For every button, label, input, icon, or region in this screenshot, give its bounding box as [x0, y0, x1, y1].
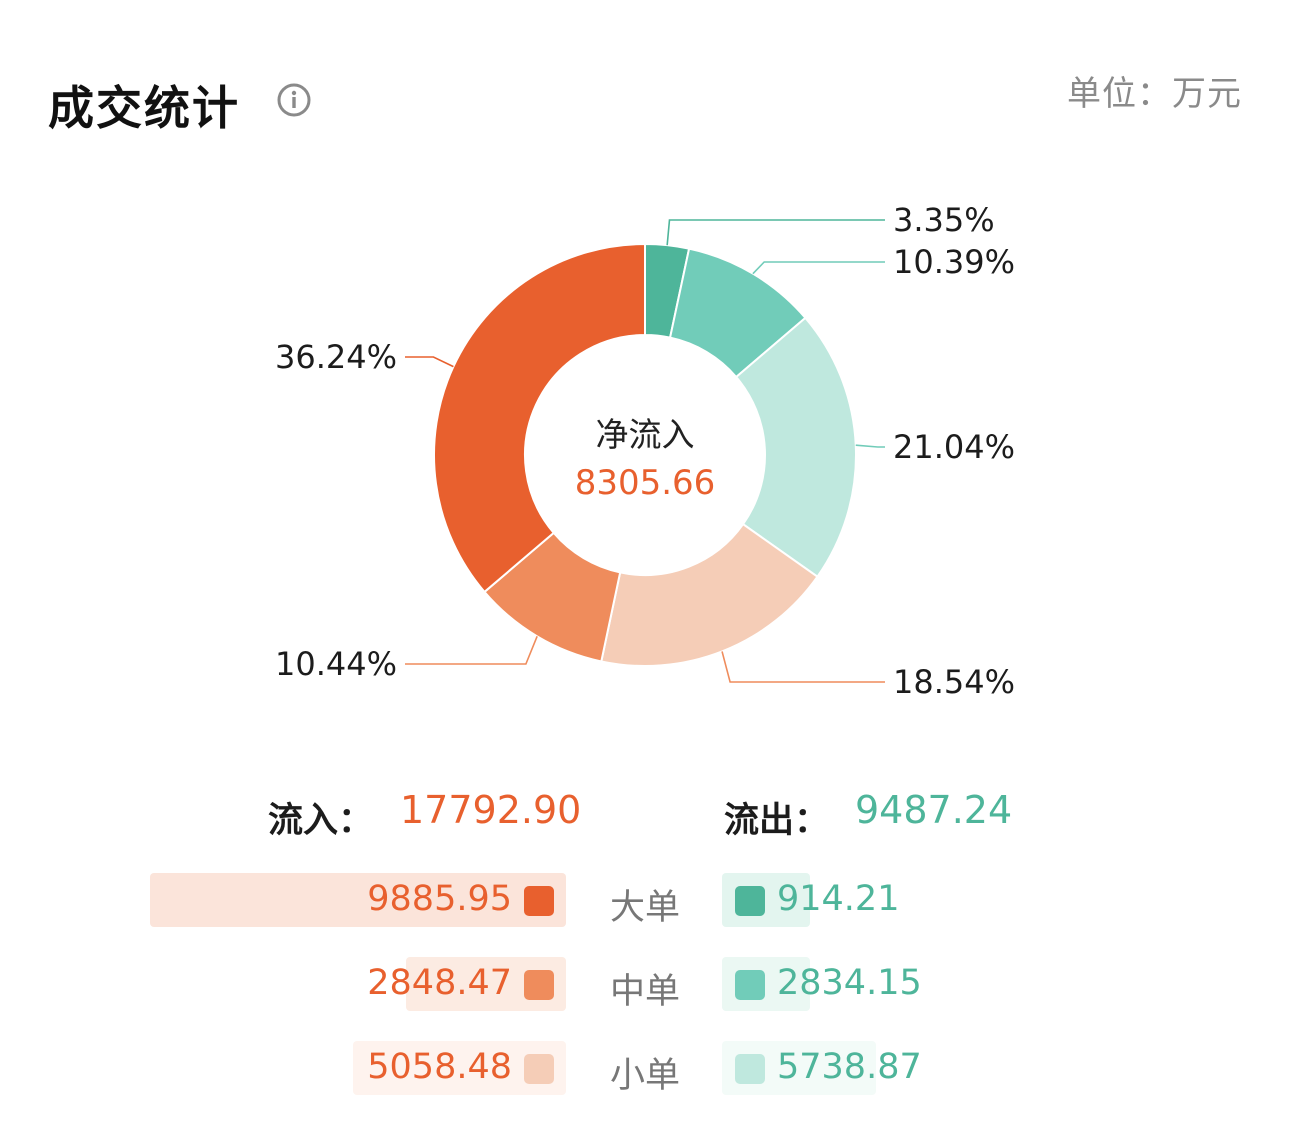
outflow-swatch: [735, 970, 765, 1000]
outflow-swatch: [735, 1054, 765, 1084]
slice-percent-label: 36.24%: [275, 338, 397, 376]
unit-label: 单位：万元: [1067, 74, 1242, 114]
slice-percent-label: 3.35%: [893, 201, 995, 239]
leader-line: [666, 219, 885, 246]
order-size-label: 中单: [610, 972, 681, 1012]
net-inflow-value: 8305.66: [575, 463, 716, 503]
leader-line: [405, 636, 538, 665]
info-circle-icon[interactable]: [276, 82, 312, 118]
inflow-swatch: [524, 1054, 554, 1084]
donut-slice: [433, 242, 646, 594]
inflow-total: 17792.90: [400, 788, 582, 832]
leader-line: [721, 651, 885, 683]
outflow-value: 914.21: [777, 879, 900, 919]
order-size-label: 小单: [610, 1056, 681, 1096]
slice-percent-label: 10.39%: [893, 243, 1015, 281]
page-title: 成交统计: [48, 81, 240, 135]
inflow-value: 2848.47: [367, 963, 512, 1003]
breakdown-row: 5058.48 小单 5738.87: [0, 1041, 1290, 1096]
breakdown-row: 9885.95 大单 914.21: [0, 873, 1290, 928]
outflow-value: 2834.15: [777, 963, 922, 1003]
order-size-label: 大单: [610, 888, 681, 928]
inflow-swatch: [524, 970, 554, 1000]
leader-line: [752, 261, 885, 275]
inflow-swatch: [524, 886, 554, 916]
net-inflow-label: 净流入: [596, 415, 695, 454]
inflow-value: 5058.48: [367, 1047, 512, 1087]
outflow-total: 9487.24: [855, 788, 1013, 832]
outflow-label: 流出：: [724, 801, 830, 841]
donut-chart: 3.35% 10.39% 21.04% 18.54% 10.44% 36.24% 净流入 83…: [275, 201, 1015, 701]
inflow-bar: [150, 873, 566, 927]
slice-percent-label: 18.54%: [893, 663, 1015, 701]
breakdown-row: 2848.47 中单 2834.15: [0, 957, 1290, 1012]
slice-percent-label: 10.44%: [275, 645, 397, 683]
inflow-value: 9885.95: [367, 879, 512, 919]
leader-line: [855, 444, 885, 448]
leader-line: [405, 356, 454, 368]
outflow-value: 5738.87: [777, 1047, 922, 1087]
outflow-swatch: [735, 886, 765, 916]
inflow-label: 流入：: [268, 801, 374, 841]
donut-slice: [600, 522, 819, 667]
donut-slice: [734, 316, 857, 579]
slice-percent-label: 21.04%: [893, 428, 1015, 466]
